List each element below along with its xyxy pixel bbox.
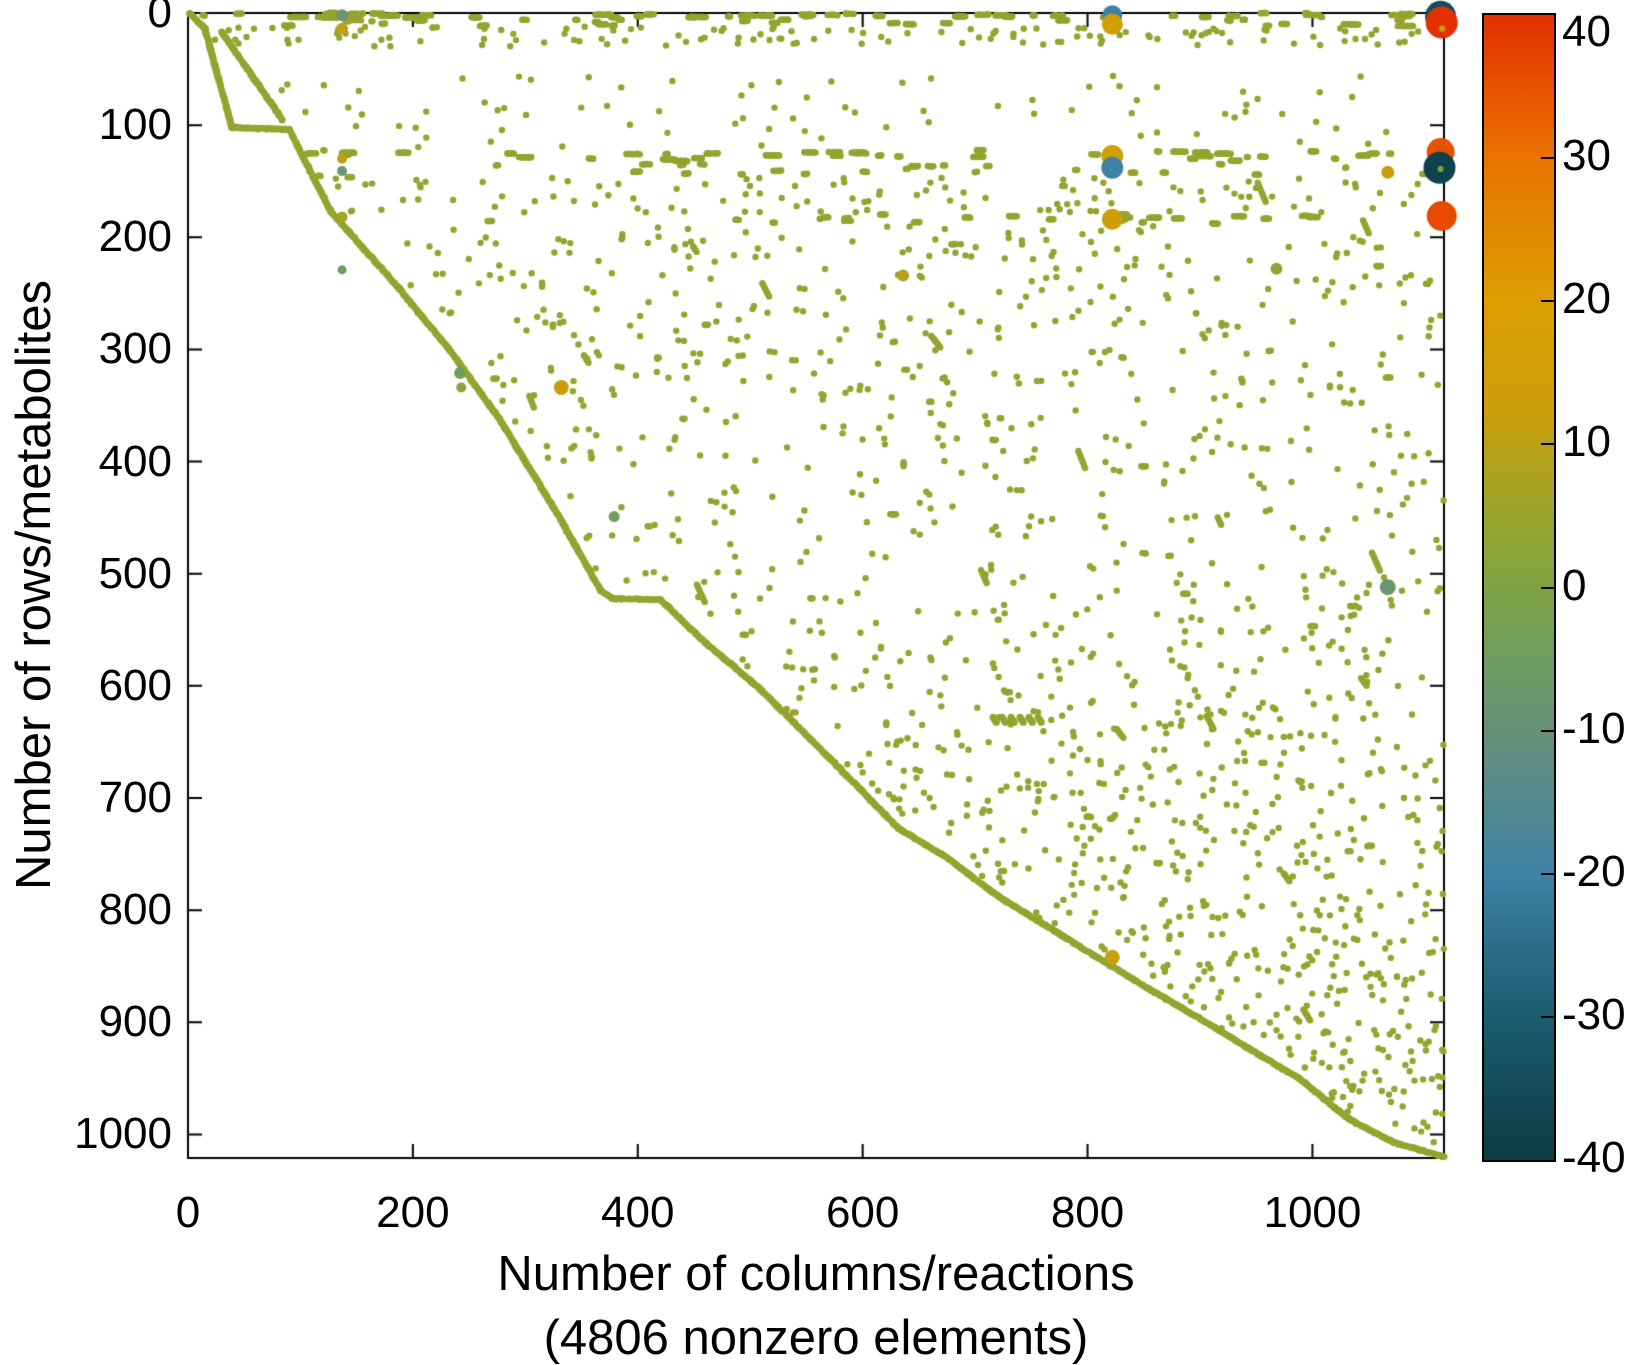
y-tick-label: 0	[147, 0, 172, 37]
colorbar-tick-label: 40	[1562, 7, 1611, 56]
colorbar-tick	[1541, 586, 1554, 589]
y-tick-label: 100	[98, 100, 172, 150]
x-axis-label-line2: (4806 nonzero elements)	[543, 1311, 1089, 1365]
x-tick-label: 0	[175, 1188, 201, 1237]
x-tick-label: 800	[1050, 1188, 1125, 1237]
y-tick-label: 800	[98, 885, 172, 935]
colorbar-tick-label: -40	[1562, 1133, 1626, 1182]
colorbar-tick	[1541, 1015, 1554, 1018]
colorbar-tick-label: -30	[1562, 989, 1626, 1039]
x-tick-label: 1000	[1263, 1188, 1362, 1237]
colorbar-tick	[1541, 872, 1554, 875]
colorbar-tick-label: 10	[1562, 417, 1611, 467]
colorbar-tick-label: -10	[1562, 703, 1626, 753]
y-axis-label: Number of rows/metabolites	[7, 280, 61, 891]
colorbar-tick	[1541, 300, 1554, 303]
colorbar-tick-label: 20	[1562, 274, 1611, 324]
colorbar-tick	[1541, 157, 1554, 160]
y-tick-label: 900	[98, 997, 172, 1047]
y-tick-label: 500	[98, 548, 172, 598]
y-tick-label: 1000	[74, 1109, 172, 1159]
x-tick-label: 200	[376, 1188, 450, 1237]
y-tick-label: 200	[98, 212, 172, 262]
colorbar-gradient	[1482, 13, 1556, 1162]
y-tick-label: 700	[98, 773, 172, 822]
x-tick-label: 400	[601, 1188, 675, 1237]
x-axis-label-line1: Number of columns/reactions	[497, 1247, 1135, 1301]
y-tick-label: 400	[98, 436, 172, 486]
colorbar-tick-label: 30	[1562, 131, 1611, 181]
y-tick-label: 300	[98, 324, 172, 374]
colorbar-tick	[1541, 443, 1554, 446]
colorbar-tick-label: 0	[1562, 560, 1587, 610]
y-tick-label: 600	[98, 660, 172, 710]
sparsity-scatter-canvas	[160, 0, 1480, 1180]
colorbar-tick	[1541, 729, 1554, 732]
x-tick-label: 600	[825, 1188, 900, 1237]
colorbar-tick-label: -20	[1562, 846, 1626, 896]
